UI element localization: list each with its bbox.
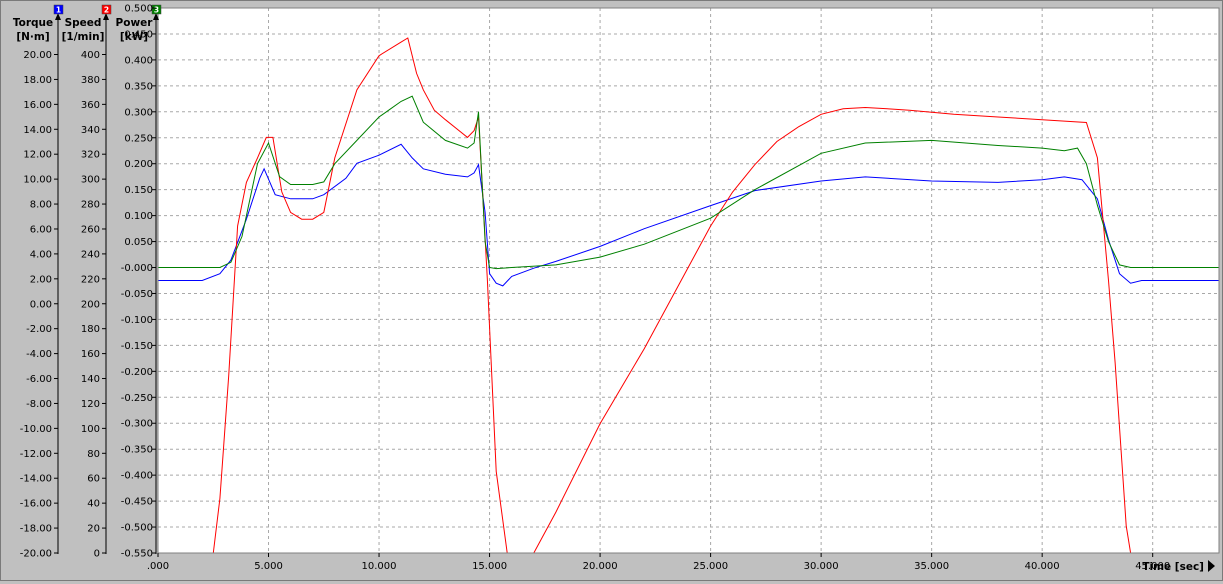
y-tick-label: 60 (87, 474, 100, 485)
x-tick-label: 25.000 (693, 561, 728, 572)
x-tick-label: 35.000 (914, 561, 949, 572)
y-tick-label: -0.300 (121, 419, 153, 430)
axis-badge-number: 1 (56, 6, 61, 15)
y-tick-label: 0.400 (124, 55, 153, 66)
y-tick-label: 0.450 (124, 29, 153, 40)
y-tick-label: 6.00 (30, 224, 52, 235)
x-axis-arrow-icon (1208, 560, 1215, 572)
y-tick-label: 80 (87, 449, 100, 460)
y-tick-label: 16.00 (23, 100, 52, 111)
y-tick-label: 160 (81, 349, 100, 360)
y-tick-label: -0.400 (121, 471, 153, 482)
y-tick-label: 20 (87, 524, 100, 535)
axis-badge-number: 3 (154, 6, 159, 15)
y-tick-label: -18.00 (20, 524, 52, 535)
y-tick-label: 0.00 (30, 299, 52, 310)
x-tick-label: 30.000 (804, 561, 839, 572)
y-tick-label: -0.350 (121, 445, 153, 456)
y-tick-label: 180 (81, 324, 100, 335)
y-tick-label: -8.00 (26, 399, 52, 410)
axes-layer: 1Torque[N·m]20.0018.0016.0014.0012.0010.… (13, 4, 161, 560)
y-tick-label: 280 (81, 200, 100, 211)
y-tick-label: -0.250 (121, 393, 153, 404)
y-tick-label: -0.450 (121, 497, 153, 508)
y-tick-label: 0.100 (124, 211, 153, 222)
y-tick-label: 380 (81, 75, 100, 86)
y-tick-label: 18.00 (23, 75, 52, 86)
y-axis-speed: 2Speed[1/min]400380360340320300280260240… (62, 5, 111, 560)
y-tick-label: 20.00 (23, 50, 52, 61)
plot-area (158, 8, 1219, 553)
y-tick-label: 10.00 (23, 175, 52, 186)
y-tick-label: -0.200 (121, 367, 153, 378)
x-tick-label: .000 (147, 561, 169, 572)
y-tick-label: 220 (81, 274, 100, 285)
y-tick-label: 300 (81, 175, 100, 186)
y-tick-label: 120 (81, 399, 100, 410)
x-axis: .000 5.000 10.000 15.000 20.000 25.000 30.000 3… (147, 553, 1215, 573)
axis-title: Torque (13, 17, 53, 29)
x-axis-title: Time [sec] (1142, 561, 1204, 573)
y-tick-label: 0.300 (124, 107, 153, 118)
y-tick-label: -12.00 (20, 449, 52, 460)
y-tick-label: 340 (81, 125, 100, 136)
x-tick-label: 15.000 (472, 561, 507, 572)
y-tick-label: -10.00 (20, 424, 52, 435)
y-tick-label: 14.00 (23, 125, 52, 136)
y-tick-label: 400 (81, 50, 100, 61)
y-tick-label: 0.050 (124, 237, 153, 248)
y-tick-label: 0.350 (124, 81, 153, 92)
y-tick-label: -0.000 (121, 263, 153, 274)
y-tick-label: -0.150 (121, 341, 153, 352)
y-tick-label: 2.00 (30, 274, 52, 285)
y-tick-label: 4.00 (30, 249, 52, 260)
axis-title: Speed (65, 17, 102, 29)
y-tick-label: 0.250 (124, 133, 153, 144)
y-tick-label: 100 (81, 424, 100, 435)
y-tick-label: 0 (94, 549, 100, 560)
y-tick-label: -4.00 (26, 349, 52, 360)
x-tick-label: 10.000 (362, 561, 397, 572)
y-tick-label: 0.200 (124, 159, 153, 170)
y-tick-label: 240 (81, 249, 100, 260)
y-tick-label: 12.00 (23, 150, 52, 161)
y-tick-label: -14.00 (20, 474, 52, 485)
axis-badge-number: 2 (104, 6, 109, 15)
y-tick-label: 0.150 (124, 185, 153, 196)
y-tick-label: 320 (81, 150, 100, 161)
axis-title: Power (116, 17, 154, 29)
x-tick-label: 5.000 (254, 561, 283, 572)
y-tick-label: 0.500 (124, 4, 153, 15)
y-tick-label: -0.050 (121, 289, 153, 300)
y-tick-label: 40 (87, 499, 100, 510)
x-tick-label: 40.000 (1025, 561, 1060, 572)
y-tick-label: -20.00 (20, 549, 52, 560)
y-tick-label: 140 (81, 374, 100, 385)
y-tick-label: 260 (81, 224, 100, 235)
y-tick-label: -0.500 (121, 523, 153, 534)
y-tick-label: -2.00 (26, 324, 52, 335)
y-tick-label: -0.550 (121, 549, 153, 560)
axis-unit: [1/min] (62, 31, 105, 43)
y-tick-label: -16.00 (20, 499, 52, 510)
x-tick-label: 20.000 (583, 561, 618, 572)
axis-unit: [N·m] (16, 31, 49, 43)
y-tick-label: 360 (81, 100, 100, 111)
y-tick-label: 200 (81, 299, 100, 310)
y-tick-label: -6.00 (26, 374, 52, 385)
y-tick-label: 8.00 (30, 200, 52, 211)
y-tick-label: -0.100 (121, 315, 153, 326)
